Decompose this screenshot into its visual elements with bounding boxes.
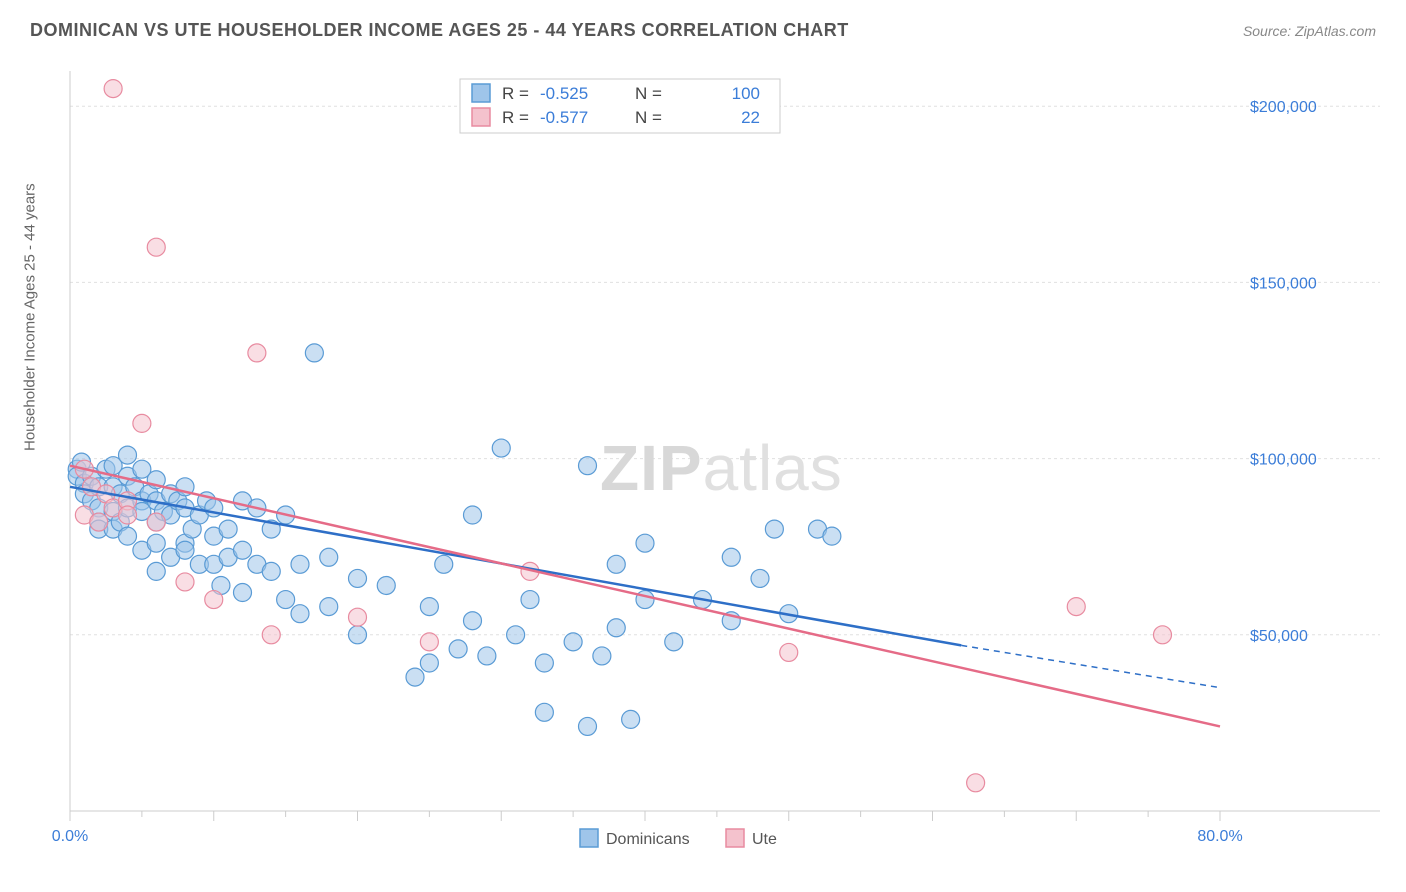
data-point	[133, 414, 151, 432]
data-point	[420, 654, 438, 672]
data-point	[291, 555, 309, 573]
data-point	[119, 446, 137, 464]
data-point	[147, 513, 165, 531]
data-point	[967, 774, 985, 792]
data-point	[435, 555, 453, 573]
data-point	[320, 598, 338, 616]
data-point	[420, 633, 438, 651]
y-axis-label: Householder Income Ages 25 - 44 years	[22, 183, 39, 451]
data-point	[349, 626, 367, 644]
y-tick-label: $200,000	[1250, 99, 1317, 116]
data-point	[90, 513, 108, 531]
data-point	[535, 703, 553, 721]
legend-r-value: -0.577	[540, 108, 588, 127]
legend-swatch	[472, 84, 490, 102]
chart-title: DOMINICAN VS UTE HOUSEHOLDER INCOME AGES…	[30, 20, 849, 41]
data-point	[564, 633, 582, 651]
data-point	[291, 605, 309, 623]
data-point	[722, 548, 740, 566]
data-point	[579, 717, 597, 735]
data-point	[104, 80, 122, 98]
legend-series-label: Dominicans	[606, 831, 690, 848]
data-point	[1154, 626, 1172, 644]
data-point	[147, 534, 165, 552]
data-point	[147, 562, 165, 580]
data-point	[765, 520, 783, 538]
data-point	[147, 238, 165, 256]
legend-swatch	[580, 829, 598, 847]
data-point	[377, 576, 395, 594]
data-point	[464, 506, 482, 524]
data-point	[607, 619, 625, 637]
data-point	[406, 668, 424, 686]
legend-swatch	[726, 829, 744, 847]
data-point	[507, 626, 525, 644]
scatter-chart: $50,000 $100,000 $150,000 $200,000 0.0% 80.0%…	[20, 51, 1386, 861]
data-point	[349, 569, 367, 587]
y-tick-label: $100,000	[1250, 452, 1317, 469]
data-point	[262, 626, 280, 644]
legend-r-value: -0.525	[540, 84, 588, 103]
data-point	[607, 555, 625, 573]
data-point	[521, 591, 539, 609]
y-tick-label: $50,000	[1250, 628, 1308, 645]
data-point	[464, 612, 482, 630]
legend-n-value: 100	[732, 84, 760, 103]
data-point	[579, 457, 597, 475]
legend-series-label: Ute	[752, 831, 777, 848]
data-point	[478, 647, 496, 665]
data-point	[420, 598, 438, 616]
trend-line-dashed	[961, 645, 1220, 687]
data-point	[219, 520, 237, 538]
legend-n-label: N =	[635, 84, 662, 103]
data-point	[492, 439, 510, 457]
legend-r-label: R =	[502, 108, 529, 127]
chart-header: DOMINICAN VS UTE HOUSEHOLDER INCOME AGES…	[20, 20, 1386, 51]
data-point	[593, 647, 611, 665]
chart-container: Householder Income Ages 25 - 44 years ZI…	[20, 51, 1386, 861]
data-point	[176, 573, 194, 591]
data-point	[1067, 598, 1085, 616]
data-point	[320, 548, 338, 566]
x-tick-label: 0.0%	[52, 828, 88, 845]
data-point	[119, 527, 137, 545]
data-point	[176, 541, 194, 559]
data-point	[449, 640, 467, 658]
data-point	[636, 591, 654, 609]
data-point	[205, 591, 223, 609]
legend-swatch	[472, 108, 490, 126]
data-point	[248, 344, 266, 362]
data-point	[780, 643, 798, 661]
data-point	[277, 591, 295, 609]
x-tick-label: 80.0%	[1197, 828, 1242, 845]
y-tick-label: $150,000	[1250, 275, 1317, 292]
legend-n-label: N =	[635, 108, 662, 127]
data-point	[636, 534, 654, 552]
data-point	[234, 541, 252, 559]
data-point	[262, 562, 280, 580]
chart-source: Source: ZipAtlas.com	[1243, 23, 1376, 39]
data-point	[305, 344, 323, 362]
data-point	[119, 506, 137, 524]
data-point	[751, 569, 769, 587]
data-point	[622, 710, 640, 728]
data-point	[665, 633, 683, 651]
data-point	[349, 608, 367, 626]
data-point	[234, 584, 252, 602]
data-point	[535, 654, 553, 672]
data-point	[823, 527, 841, 545]
legend-n-value: 22	[741, 108, 760, 127]
legend-r-label: R =	[502, 84, 529, 103]
